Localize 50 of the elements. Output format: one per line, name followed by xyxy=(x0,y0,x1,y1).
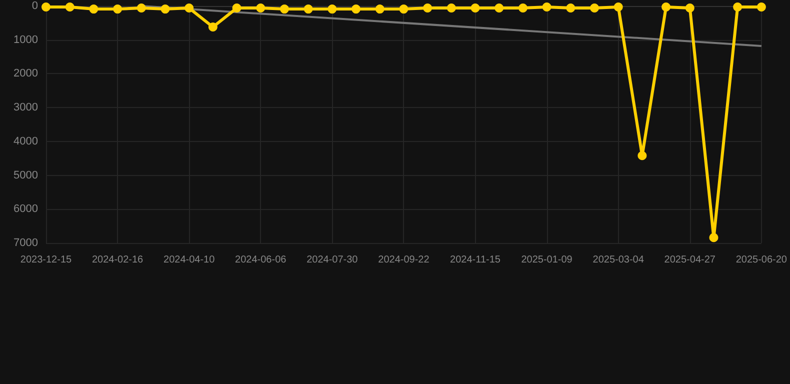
point xyxy=(542,2,552,12)
point xyxy=(304,4,313,14)
x-tick-label: 2024-06-06 xyxy=(235,254,287,266)
point xyxy=(65,2,74,12)
point xyxy=(113,4,122,14)
y-tick-label: 7000 xyxy=(14,237,38,249)
x-tick-label: 2024-11-15 xyxy=(450,254,501,266)
point xyxy=(160,4,170,14)
point xyxy=(232,4,242,13)
x-tick-label: 2025-04-27 xyxy=(664,254,716,266)
y-tick-label: 2000 xyxy=(14,68,38,80)
point xyxy=(685,4,694,13)
point xyxy=(352,4,361,14)
point xyxy=(446,4,456,13)
x-tick-label: 2024-09-22 xyxy=(378,254,430,266)
y-tick-label: 3000 xyxy=(14,102,38,114)
y-tick-label: 4000 xyxy=(14,135,38,148)
point xyxy=(399,4,408,14)
x-tick-label: 2024-02-16 xyxy=(92,254,144,266)
y-tick-label: 1000 xyxy=(14,34,38,46)
y-tick-label: 5000 xyxy=(14,169,38,182)
point xyxy=(590,4,599,13)
point xyxy=(470,4,480,13)
point xyxy=(256,4,266,13)
point xyxy=(566,4,576,13)
point xyxy=(733,2,742,12)
x-tick-label: 2025-06-20 xyxy=(736,254,788,266)
x-tick-label: 2024-07-30 xyxy=(306,254,358,266)
point xyxy=(423,4,432,13)
x-tick-label: 2023-12-15 xyxy=(20,254,72,266)
point xyxy=(89,4,98,14)
point xyxy=(136,4,146,13)
point xyxy=(638,151,647,160)
point xyxy=(662,2,671,12)
y-tick-label: 6000 xyxy=(14,203,38,216)
point xyxy=(42,2,50,12)
y-tick-label: 0 xyxy=(32,0,38,12)
point xyxy=(614,2,623,12)
point xyxy=(280,4,289,14)
x-tick-label: 2025-01-09 xyxy=(521,254,573,266)
point xyxy=(184,4,194,13)
point xyxy=(494,4,504,13)
point xyxy=(518,4,528,13)
point xyxy=(709,233,718,242)
point xyxy=(328,4,337,14)
point xyxy=(208,22,218,32)
point xyxy=(756,2,766,12)
x-tick-label: 2025-03-04 xyxy=(592,254,644,266)
x-tick-label: 2024-04-10 xyxy=(164,254,216,266)
point xyxy=(375,4,384,14)
